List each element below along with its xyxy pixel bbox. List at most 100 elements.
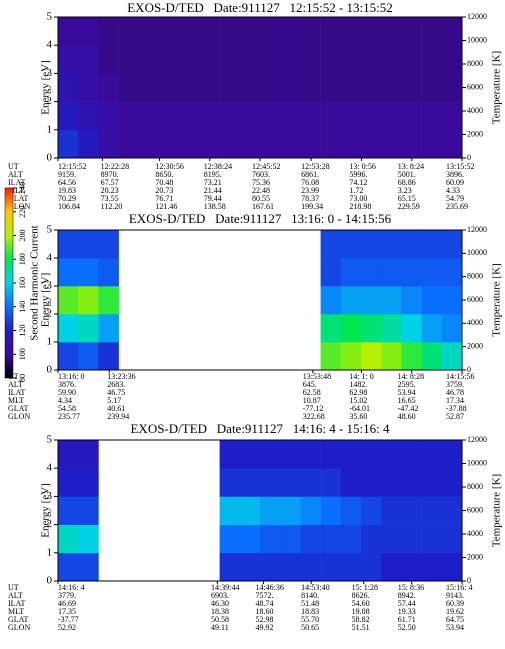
table-cell: 12:30:56 (155, 162, 183, 171)
heat-cell (199, 17, 220, 46)
table-cell: 80.55 (252, 194, 270, 203)
heat-cell (300, 440, 321, 469)
y-tick-label: 5 (47, 11, 53, 23)
heat-cell (300, 129, 321, 159)
heat-cell (78, 552, 99, 582)
y-tick-label: 1 (47, 546, 53, 558)
y2-tick-label: 12000 (467, 225, 487, 234)
heat-cell (401, 286, 422, 315)
colorbar-tick-label: 160 (18, 277, 27, 289)
table-cell: 50.58 (211, 615, 229, 624)
heat-cell (98, 17, 119, 46)
heat-cell (381, 468, 402, 497)
heat-cell (260, 45, 281, 74)
heat-cell (340, 230, 362, 259)
table-cell: 46.30 (211, 599, 229, 608)
y2-tick-label: 10000 (467, 35, 487, 44)
heat-cell (199, 45, 220, 74)
heat-cell (381, 342, 402, 371)
heat-cell (78, 101, 99, 131)
heat-cell (421, 440, 443, 469)
table-cell: 64.56 (58, 178, 76, 187)
heat-cell (58, 129, 79, 159)
heat-cell (401, 45, 422, 74)
table-cell: 235.77 (58, 412, 80, 421)
heat-cell (78, 524, 99, 554)
table-cell: 4.33 (446, 186, 460, 195)
heat-cell (320, 552, 342, 582)
heat-cell (381, 258, 402, 287)
table-cell: 15:16: 4 (446, 583, 472, 592)
heat-cell (98, 314, 119, 343)
heat-cell (361, 524, 382, 554)
y2-tick-label: 2000 (467, 552, 483, 561)
heat-cell (441, 496, 463, 525)
heat-cell (58, 440, 79, 469)
heat-cell (78, 129, 99, 159)
table-cell: 13: 0:56 (349, 162, 375, 171)
heat-cell (320, 73, 342, 102)
colorbar-tick-label: 240 (18, 182, 27, 194)
heat-cell (199, 73, 220, 102)
heat-cell (58, 524, 79, 554)
table-row-label: ALT (8, 170, 23, 179)
table-cell: 14:46:36 (255, 583, 283, 592)
heat-cell (58, 101, 79, 131)
heat-cell (401, 496, 422, 525)
table-row-label: ALT (8, 591, 23, 600)
heat-cell (118, 129, 140, 159)
heat-cell (260, 468, 281, 497)
table-cell: 52.92 (58, 623, 76, 632)
table-cell: 19.62 (446, 607, 464, 616)
y2-tick-label: 10000 (467, 458, 487, 467)
table-cell: 8650. (155, 170, 173, 179)
colorbar-label: Second Harmonic Current (29, 225, 41, 340)
table-cell: 51.51 (352, 623, 370, 632)
heat-cell (441, 314, 463, 343)
heat-cell (239, 552, 261, 582)
heat-cell (219, 73, 241, 102)
y2-tick-label: 0 (467, 365, 471, 374)
heat-cell (340, 73, 362, 102)
table-row-label: GLON (8, 202, 30, 211)
heat-cell (179, 101, 200, 131)
heat-cell (300, 468, 321, 497)
heat-cell (401, 468, 422, 497)
table-cell: 7603. (252, 170, 270, 179)
heat-cell (239, 440, 261, 469)
table-cell: 199.34 (301, 202, 323, 211)
heat-cell (78, 440, 99, 469)
heat-cell (260, 496, 281, 525)
heat-cell (78, 286, 99, 315)
heat-cell (320, 286, 342, 315)
table-cell: 10.87 (303, 396, 321, 405)
y2-tick-label: 6000 (467, 82, 483, 91)
heat-cell (320, 468, 342, 497)
heat-cell (361, 468, 382, 497)
heat-cell (58, 45, 79, 74)
table-row-label: MLT (8, 607, 24, 616)
heat-cell (441, 440, 463, 469)
table-cell: 14: 8:28 (398, 372, 424, 381)
table-cell: 3779. (58, 591, 76, 600)
heat-cell (340, 468, 362, 497)
y2-tick-label: 10000 (467, 248, 487, 257)
table-cell: 229.59 (398, 202, 420, 211)
y-axis-label: Energy [eV] (40, 483, 52, 537)
heat-cell (260, 552, 281, 582)
table-cell: 8942. (398, 591, 416, 600)
table-cell: 55.70 (301, 615, 319, 624)
table-cell: 1.72 (349, 186, 363, 195)
heat-cell (320, 230, 342, 259)
heat-cell (98, 45, 119, 74)
heat-cell (159, 17, 180, 46)
table-cell: 54.60 (352, 599, 370, 608)
heat-cell (118, 73, 140, 102)
colorbar-tick-label: 80 (18, 374, 27, 382)
heat-cell (441, 286, 463, 315)
table-row-label: MLT (8, 396, 24, 405)
heat-cell (340, 552, 362, 582)
table-cell: 60.09 (446, 178, 464, 187)
heat-cell (381, 45, 402, 74)
heat-cell (199, 129, 220, 159)
